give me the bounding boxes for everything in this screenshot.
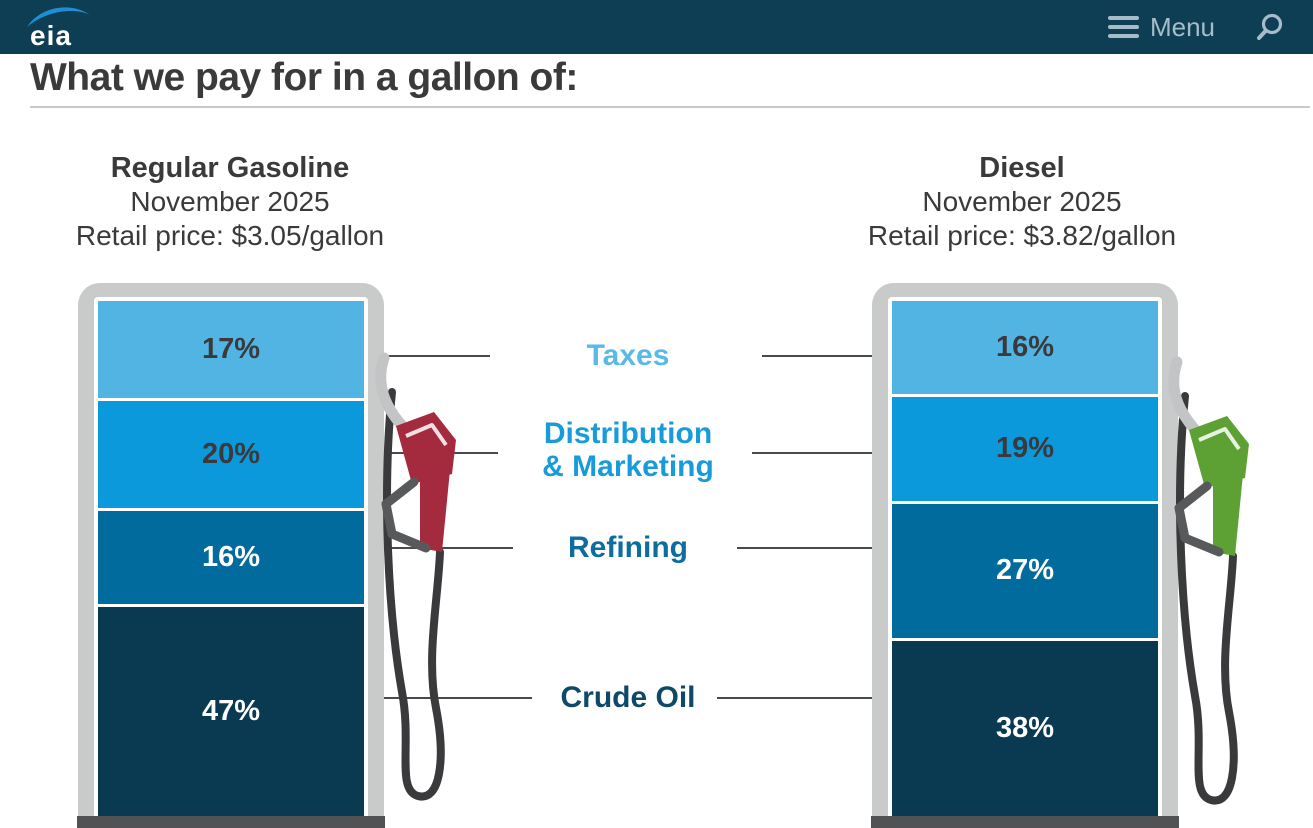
search-button[interactable]	[1255, 12, 1285, 42]
gasoline-title: Regular Gasoline	[110, 152, 350, 184]
gasoline-segment-refining: 16%	[98, 511, 364, 605]
header-actions: Menu	[1107, 0, 1313, 54]
diesel-segment-distribution: 19%	[892, 396, 1158, 501]
label-crude-oil-text: Crude Oil	[560, 681, 696, 714]
diesel-crude-percent: 38%	[995, 711, 1055, 744]
site-header: eia Menu	[0, 0, 1313, 54]
connector-line-refining-left	[384, 547, 513, 549]
diesel-nozzle-head	[1189, 416, 1249, 488]
diesel-pump-display: 16% 19% 27% 38%	[888, 297, 1162, 817]
eia-logo[interactable]: eia	[22, 3, 98, 53]
search-icon	[1257, 13, 1283, 40]
gasoline-crude-percent: 47%	[201, 695, 261, 728]
connector-line-distribution-right	[752, 452, 873, 454]
gasoline-period: November 2025	[130, 186, 330, 217]
gasoline-nozzle-highlight	[405, 423, 448, 447]
diesel-pump-base	[871, 816, 1179, 828]
diesel-pump: 16% 19% 27% 38%	[872, 283, 1178, 817]
diesel-nozzle-icon	[1168, 356, 1249, 805]
gasoline-segment-distribution: 20%	[98, 400, 364, 509]
label-taxes: Taxes	[383, 339, 873, 372]
label-taxes-text: Taxes	[586, 339, 670, 372]
connector-line-crude-left	[384, 697, 532, 699]
gasoline-refining-percent: 16%	[201, 541, 261, 574]
connector-line-taxes-right	[762, 355, 873, 357]
gasoline-segment-crude: 47%	[98, 607, 364, 816]
gasoline-nozzle-guard	[381, 477, 431, 553]
gasoline-nozzle-icon	[375, 352, 456, 801]
diesel-period: November 2025	[922, 186, 1122, 217]
label-refining-text: Refining	[568, 531, 688, 564]
label-crude-oil: Crude Oil	[383, 681, 873, 714]
diesel-segment-refining: 27%	[892, 503, 1158, 638]
diesel-heading: Diesel November 2025 Retail price: $3.82…	[842, 151, 1202, 253]
gasoline-nozzle-grip	[420, 470, 450, 552]
diesel-segment-taxes: 16%	[892, 301, 1158, 394]
logo-text: eia	[30, 20, 72, 51]
gasoline-heading: Regular Gasoline November 2025 Retail pr…	[50, 151, 410, 253]
diesel-segment-crude: 38%	[892, 640, 1158, 817]
diesel-distribution-percent: 19%	[995, 432, 1055, 465]
gasoline-segment-taxes: 17%	[98, 301, 364, 398]
label-refining: Refining	[383, 531, 873, 564]
diesel-title: Diesel	[979, 152, 1065, 184]
gasoline-distribution-percent: 20%	[201, 437, 261, 470]
menu-button[interactable]: Menu	[1107, 11, 1215, 43]
gasoline-pump: 17% 20% 16% 47%	[78, 283, 384, 816]
diesel-taxes-percent: 16%	[995, 330, 1055, 363]
gasoline-nozzle-head	[396, 412, 456, 484]
label-distribution-line1: Distribution	[543, 417, 713, 450]
hamburger-icon	[1107, 16, 1139, 38]
title-divider	[30, 106, 1310, 108]
diesel-nozzle-grip	[1213, 474, 1243, 556]
gasoline-retail-price: Retail price: $3.05/gallon	[75, 220, 385, 251]
label-distribution-marketing: Distribution & Marketing	[383, 417, 873, 483]
diesel-retail-price: Retail price: $3.82/gallon	[867, 220, 1177, 251]
diesel-nozzle-guard	[1174, 481, 1224, 557]
gasoline-pump-base	[77, 816, 385, 828]
label-distribution-line2: & Marketing	[542, 450, 714, 483]
logo-swoosh-icon	[27, 7, 90, 27]
diesel-refining-percent: 27%	[995, 554, 1055, 587]
menu-label: Menu	[1149, 11, 1215, 42]
page-title: What we pay for in a gallon of:	[30, 56, 578, 99]
connector-line-taxes-left	[383, 355, 490, 357]
connector-line-refining-right	[737, 547, 873, 549]
diesel-nozzle-highlight	[1198, 427, 1241, 451]
gasoline-taxes-percent: 17%	[201, 332, 261, 365]
gasoline-pump-display: 17% 20% 16% 47%	[94, 297, 368, 816]
diesel-hose	[1176, 392, 1238, 805]
gasoline-hose	[383, 388, 445, 801]
connector-line-crude-right	[717, 697, 873, 699]
